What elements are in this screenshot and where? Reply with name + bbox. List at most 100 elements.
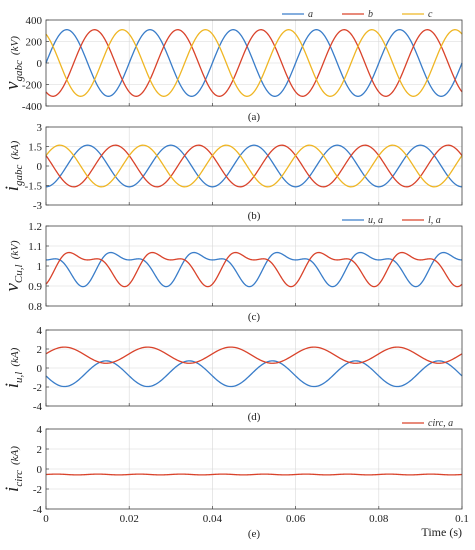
x-tick-label-e-5: 0.1 xyxy=(455,513,469,525)
axis-frame-c xyxy=(45,225,463,307)
y-tick-label-d-1: -2 xyxy=(33,382,42,394)
y-tick-label-b-4: 3 xyxy=(37,122,43,134)
ylabel-sub-a: gabc xyxy=(13,60,25,82)
series-line-c-0 xyxy=(45,251,463,288)
y-tick-label-b-1: -1.5 xyxy=(25,181,43,193)
ylabel-sub-e: circ xyxy=(13,470,25,487)
ylabel-main-a: v xyxy=(2,81,23,90)
y-tick-label-d-4: 4 xyxy=(37,325,43,337)
y-tick-label-c-3: 1.1 xyxy=(28,241,42,253)
series-group-e xyxy=(45,473,463,476)
ylabel-c: vCu,l (kV) xyxy=(2,240,25,291)
panel-d: -4 -2 0 2 4 iu,l (kA) (d) xyxy=(2,325,463,423)
y-tick-label-e-4: 4 xyxy=(37,424,43,436)
legend-a: a b c xyxy=(282,9,433,20)
series-line-c-1 xyxy=(45,251,463,288)
series-group-d xyxy=(45,346,463,388)
y-tick-label-b-0: -3 xyxy=(33,200,43,212)
grid-lines-b xyxy=(46,127,462,205)
ylabel-main-b: i xyxy=(2,186,23,191)
y-tick-label-a-1: -200 xyxy=(22,80,43,92)
y-tick-label-a-3: 200 xyxy=(26,37,43,49)
caption-c: (c) xyxy=(248,311,261,323)
grid-lines-e xyxy=(46,429,462,509)
x-ticks-d xyxy=(45,403,463,406)
series-line-b-2 xyxy=(45,144,463,188)
axis-frame-b xyxy=(45,126,463,206)
y-ticks-b: -3 -1.5 0 1.5 3 xyxy=(25,122,49,212)
y-tick-label-e-1: -2 xyxy=(33,484,42,496)
x-ticks-a xyxy=(45,103,463,106)
y-tick-label-a-0: -400 xyxy=(22,101,43,113)
panel-b: -3 -1.5 0 1.5 3 igabc (kA) (b) xyxy=(2,122,463,222)
series-group-b xyxy=(45,144,463,188)
ylabel-e: icirc (kA) xyxy=(2,446,25,492)
x-ticks-b xyxy=(45,202,463,205)
y-tick-label-e-0: -4 xyxy=(33,504,43,516)
x-tick-label-e-4: 0.08 xyxy=(369,513,389,525)
series-group-a xyxy=(45,29,463,97)
ylabel-d: iu,l (kA) xyxy=(2,347,25,388)
y-tick-label-a-2: 0 xyxy=(37,58,43,70)
panel-a: -400 -200 0 200 400 a b c vgabc (kV) (a) xyxy=(2,9,463,123)
legend-label-a-2: c xyxy=(428,9,433,20)
x-ticks-e: 0 0.02 0.04 0.06 0.08 0.1 xyxy=(43,506,469,525)
series-line-a-0 xyxy=(45,29,463,97)
series-line-e-0 xyxy=(45,473,463,476)
legend-c: u, a l, a xyxy=(342,215,441,226)
series-group-c xyxy=(45,251,463,288)
x-tick-label-e-1: 0.02 xyxy=(120,513,139,525)
caption-b: (b) xyxy=(248,210,261,222)
ylabel-unit-b: (kA) xyxy=(9,140,21,159)
ylabel-unit-a: (kV) xyxy=(9,36,21,55)
y-tick-label-d-2: 0 xyxy=(37,363,43,375)
y-tick-label-d-0: -4 xyxy=(33,401,43,413)
series-line-a-1 xyxy=(45,29,463,97)
y-tick-label-e-2: 0 xyxy=(37,464,43,476)
legend-label-a-0: a xyxy=(308,9,313,20)
y-tick-label-c-4: 1.2 xyxy=(28,221,42,233)
panel-e: -4 -2 0 2 4 0 0.02 0.04 0.06 0.08 0.1 circ, a ici… xyxy=(2,418,469,540)
series-line-a-2 xyxy=(45,29,463,97)
x-tick-label-e-0: 0 xyxy=(43,513,49,525)
legend-label-c-0: u, a xyxy=(368,215,383,226)
y-ticks-d: -4 -2 0 2 4 xyxy=(33,325,49,413)
ylabel-b: igabc (kA) xyxy=(2,140,25,191)
axis-frame-a xyxy=(45,19,463,107)
y-tick-label-b-3: 1.5 xyxy=(28,142,42,154)
legend-label-c-1: l, a xyxy=(428,215,441,226)
y-tick-label-b-2: 0 xyxy=(37,161,43,173)
axis-frame-e xyxy=(45,428,463,510)
legend-label-a-1: b xyxy=(368,9,373,20)
y-ticks-a: -400 -200 0 200 400 xyxy=(22,15,49,113)
series-line-d-0 xyxy=(45,360,463,388)
x-tick-label-e-3: 0.06 xyxy=(286,513,306,525)
ylabel-main-c: v xyxy=(2,283,23,292)
legend-label-e-0: circ, a xyxy=(428,418,453,429)
ylabel-sub-c: Cu,l xyxy=(13,264,25,283)
ylabel-sub-b: gabc xyxy=(13,165,25,187)
caption-d: (d) xyxy=(248,411,261,423)
y-tick-label-a-4: 400 xyxy=(26,15,43,27)
ylabel-a: vgabc (kV) xyxy=(2,36,25,90)
x-tick-label-e-2: 0.04 xyxy=(203,513,223,525)
series-line-d-1 xyxy=(45,346,463,364)
y-tick-label-c-0: 0.8 xyxy=(28,301,42,313)
y-ticks-e: -4 -2 0 2 4 xyxy=(33,424,49,516)
ylabel-unit-c: (kV) xyxy=(9,240,21,259)
legend-e: circ, a xyxy=(402,418,453,429)
x-ticks-c xyxy=(45,303,463,306)
ylabel-unit-d: (kA) xyxy=(9,347,21,366)
caption-e: (e) xyxy=(248,528,261,540)
y-tick-label-e-3: 2 xyxy=(37,444,43,456)
caption-a: (a) xyxy=(248,111,261,123)
x-axis-title: Time (s) xyxy=(421,525,462,539)
grid-lines-c xyxy=(46,226,462,306)
y-tick-label-d-3: 2 xyxy=(37,344,43,356)
panel-c: 0.8 0.9 1 1.1 1.2 u, a l, a vCu,l (kV) (c) xyxy=(2,215,463,323)
ylabel-unit-e: (kA) xyxy=(9,446,21,465)
grid-lines-d xyxy=(46,330,462,406)
y-ticks-c: 0.8 0.9 1 1.1 1.2 xyxy=(28,221,49,313)
y-tick-label-c-1: 0.9 xyxy=(28,281,42,293)
